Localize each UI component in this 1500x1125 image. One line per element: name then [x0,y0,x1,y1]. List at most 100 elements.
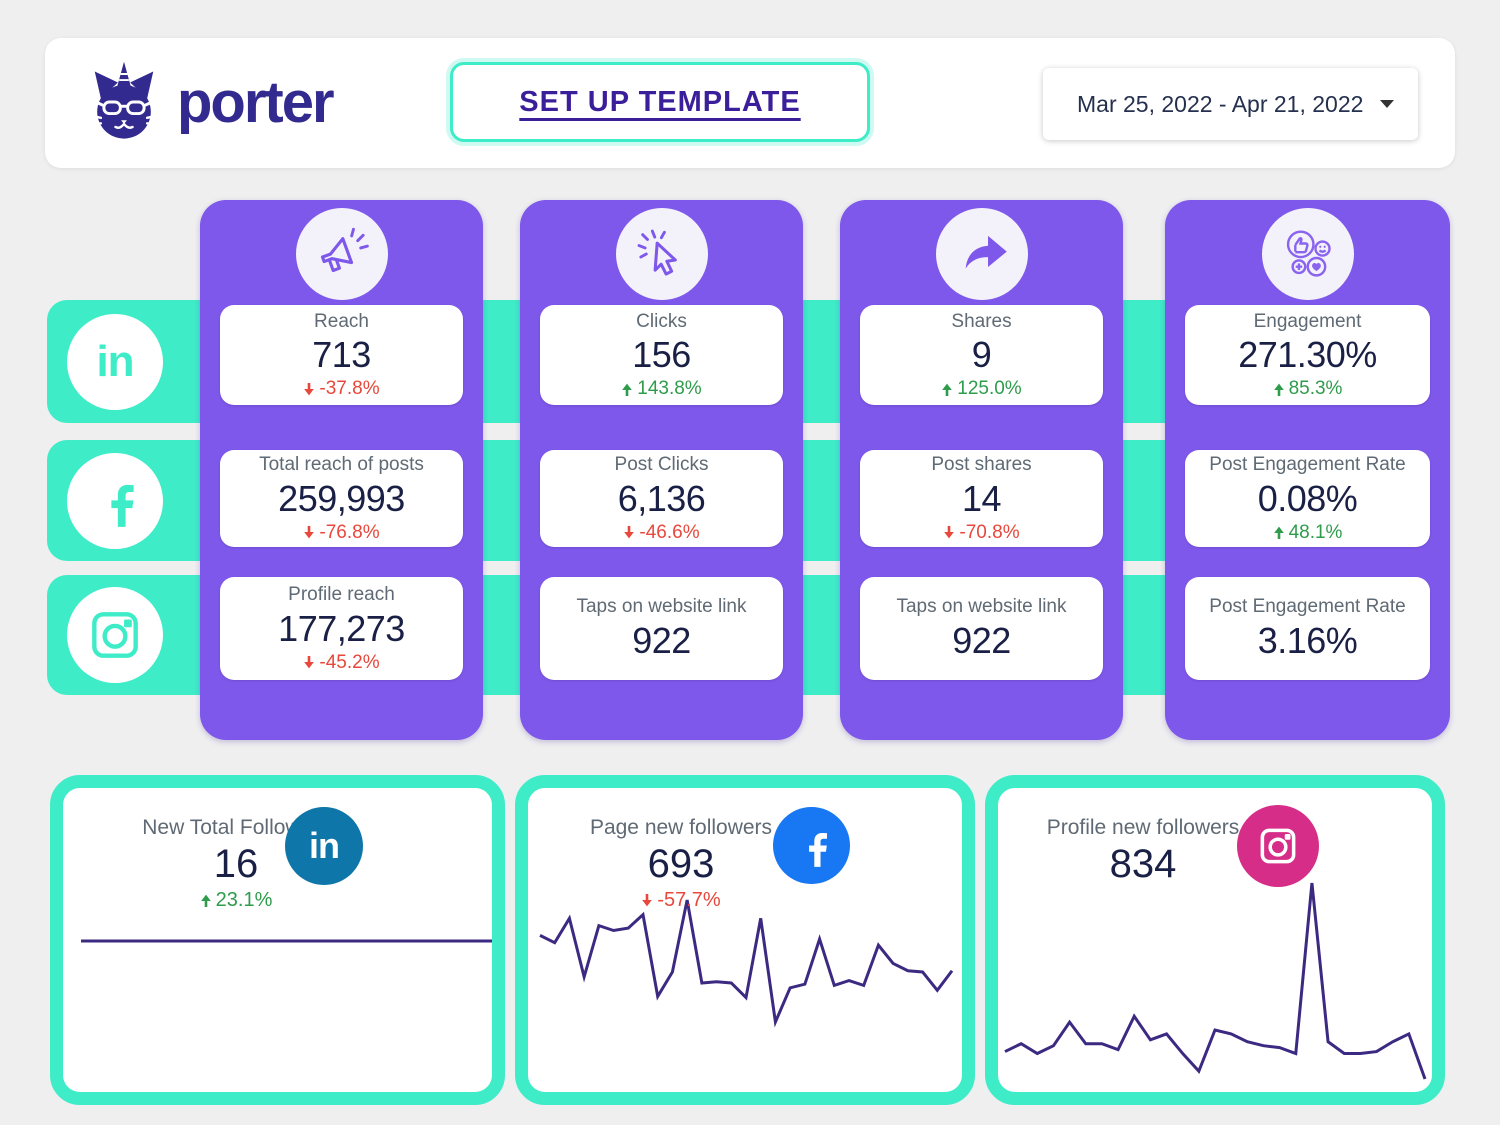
metric-card-clicks: Clicks 156 143.8% [540,305,783,405]
metric-value: 0.08% [1257,477,1358,519]
arrow-down-icon [642,894,653,907]
clicks-column: Clicks 156 143.8% Post Clicks 6,136 -46.… [520,200,803,740]
instagram-followers-chart [1005,883,1425,1079]
arrow-up-icon [1273,526,1284,540]
arrow-up-icon [200,894,211,907]
linkedin-chip: in [67,313,163,410]
engagement-icon [1261,208,1354,300]
metric-value: 3.16% [1257,619,1358,661]
instagram-icon [92,612,138,658]
follower-value: 693 [647,842,715,886]
metric-label: Total reach of posts [259,454,424,476]
linkedin-icon: in [96,336,134,386]
metric-value: 259,993 [278,477,405,519]
porter-logo: porter [85,58,335,146]
metric-card-post-shares: Post shares 14 -70.8% [860,450,1103,547]
date-range-value: Mar 25, 2022 - Apr 21, 2022 [1077,90,1364,117]
follower-stats: Page new followers 693 -57.7% [566,816,796,912]
metric-label: Post Engagement Rate [1209,596,1406,618]
header-bar: porter SET UP TEMPLATE Mar 25, 2022 - Ap… [45,38,1455,168]
cursor-click-icon [615,208,708,300]
arrow-down-icon [304,526,315,539]
follower-label: Page new followers [589,816,773,839]
metric-delta: -70.8% [943,522,1020,544]
facebook-chip [67,452,163,549]
metric-card-engagement: Engagement 271.30% 85.3% [1185,305,1430,405]
caret-down-icon [1380,100,1394,108]
arrow-down-icon [304,656,315,669]
metric-card-taps-on-website-link: Taps on website link 922 [540,577,783,680]
engagement-column: Engagement 271.30% 85.3% Post Engagement… [1165,200,1450,740]
instagram-followers-card: Profile new followers 834 [985,775,1445,1105]
shares-column: Shares 9 125.0% Post shares 14 -70.8% Ta… [840,200,1123,740]
arrow-down-icon [944,526,955,539]
metric-value: 713 [312,334,371,376]
metric-delta: 85.3% [1273,378,1342,400]
metric-value: 177,273 [278,607,405,649]
reach-column: Reach 713 -37.8% Total reach of posts 25… [200,200,483,740]
metric-delta: -46.6% [623,522,700,544]
set-up-template-button[interactable]: SET UP TEMPLATE [450,62,870,142]
metric-value: 14 [961,477,1002,519]
metric-value: 922 [632,619,691,661]
metric-delta: 48.1% [1273,522,1342,544]
follower-value: 16 [213,842,259,886]
metric-label: Profile reach [288,584,395,606]
metric-label: Post Clicks [614,454,709,476]
instagram-chip [67,587,163,683]
metric-delta: 143.8% [621,378,702,400]
metric-card-post-clicks: Post Clicks 6,136 -46.6% [540,450,783,547]
follower-delta: 23.1% [121,889,351,912]
metric-card-profile-reach: Profile reach 177,273 -45.2% [220,577,463,680]
share-arrow-icon [935,208,1028,300]
arrow-down-icon [304,382,315,396]
metric-label: Shares [951,310,1012,332]
metric-value: 922 [952,619,1011,661]
metric-card-post-engagement-rate: Post Engagement Rate 0.08% 48.1% [1185,450,1430,547]
metric-label: Taps on website link [576,596,747,618]
arrow-up-icon [622,383,633,396]
unicorn-cat-logo-icon [91,61,157,139]
follower-label: New Total Followers [142,816,330,839]
megaphone-icon [295,208,388,300]
metric-card-total-reach-of-posts: Total reach of posts 259,993 -76.8% [220,450,463,547]
metric-card-shares: Shares 9 125.0% [860,305,1103,405]
linkedin-followers-card: New Total Followers 16 23.1% in [50,775,505,1105]
metric-label: Engagement [1253,310,1362,332]
date-range-picker[interactable]: Mar 25, 2022 - Apr 21, 2022 [1043,68,1418,140]
metric-label: Reach [314,310,369,332]
metric-delta: -76.8% [303,522,380,544]
metric-label: Post shares [931,454,1032,476]
metric-value: 9 [971,334,992,376]
linkedin-icon: in [285,807,363,885]
metric-value: 156 [632,334,691,376]
metric-label: Taps on website link [896,596,1067,618]
metric-delta: 125.0% [941,378,1022,400]
follower-stats: New Total Followers 16 23.1% [121,816,351,912]
arrow-up-icon [1273,383,1284,396]
facebook-followers-card: Page new followers 693 -57.7% [515,775,975,1105]
metric-delta: -37.8% [303,378,380,400]
metric-label: Post Engagement Rate [1209,454,1406,476]
metric-value: 271.30% [1238,334,1377,376]
metric-label: Clicks [636,310,687,332]
metric-value: 6,136 [617,477,706,519]
metric-card-post-engagement-rate: Post Engagement Rate 3.16% [1185,577,1430,680]
follower-value: 834 [1109,842,1177,886]
follower-label: Profile new followers [1046,816,1240,839]
instagram-icon [1237,805,1319,887]
linkedin-followers-chart [81,936,493,946]
facebook-icon [773,807,850,884]
metric-card-reach: Reach 713 -37.8% [220,305,463,405]
arrow-up-icon [942,383,953,396]
metric-delta: -45.2% [303,652,380,674]
facebook-followers-chart [540,900,952,1022]
set-up-template-label: SET UP TEMPLATE [519,85,801,118]
follower-delta: -57.7% [566,889,796,912]
facebook-icon [111,484,134,527]
arrow-down-icon [624,526,635,539]
follower-stats: Profile new followers 834 [1028,816,1258,887]
metric-card-taps-on-website-link: Taps on website link 922 [860,577,1103,680]
brand-wordmark: porter [177,69,335,135]
